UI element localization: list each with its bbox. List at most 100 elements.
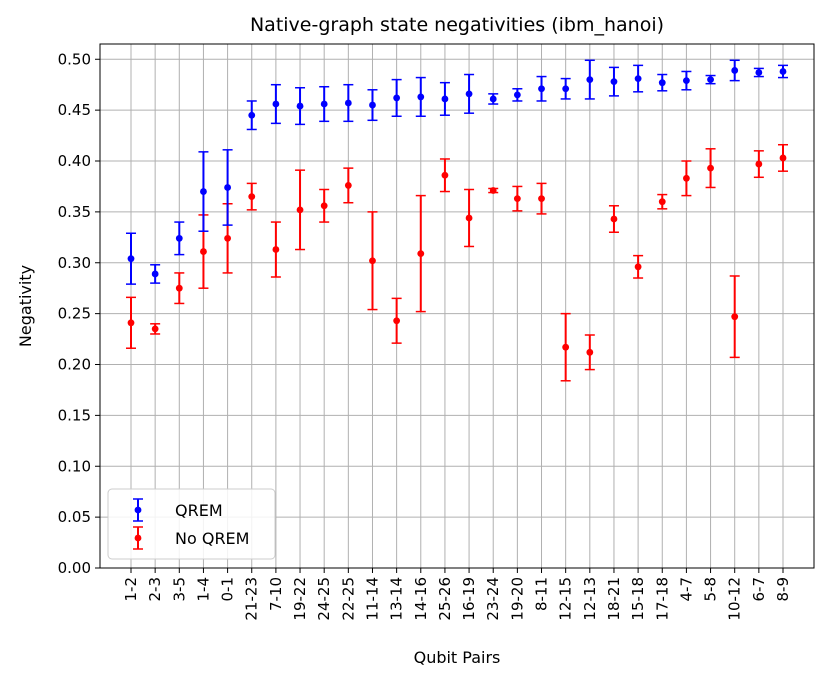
data-point — [224, 184, 231, 191]
data-point — [779, 154, 787, 162]
x-axis: 1-2 2-3 3-5 1-4 0-1 21-23 7-10 19-22 24-25 22-25 1… — [122, 568, 792, 621]
data-point — [175, 284, 183, 292]
y-tick-label: 0.25 — [58, 305, 91, 323]
x-tick-label: 15-18 — [629, 577, 647, 621]
data-point — [538, 195, 545, 203]
data-point — [224, 234, 231, 242]
x-tick-label: 21-23 — [243, 577, 261, 621]
x-tick-label: 0-1 — [219, 577, 237, 602]
data-point — [369, 101, 376, 109]
x-tick-label: 1-4 — [194, 577, 212, 602]
data-point — [441, 95, 449, 103]
x-tick-label: 17-18 — [653, 577, 671, 621]
plot-frame — [99, 43, 815, 569]
data-point — [489, 187, 497, 194]
data-point — [586, 76, 594, 84]
data-point — [369, 257, 376, 265]
legend-marker-dot — [134, 506, 142, 514]
data-point — [610, 215, 618, 223]
x-tick-label: 18-21 — [605, 577, 623, 621]
data-point — [296, 206, 304, 214]
y-tick-label: 0.30 — [58, 254, 91, 272]
x-tick-label: 19-22 — [291, 577, 309, 621]
data-point — [731, 313, 739, 321]
x-tick-label: 11-14 — [363, 577, 381, 621]
x-tick-label: 5-8 — [702, 577, 720, 602]
data-point — [344, 182, 352, 189]
data-point — [731, 67, 739, 74]
data-point — [707, 164, 714, 172]
x-tick-label: 13-14 — [388, 577, 406, 621]
y-axis-label: Negativity — [16, 265, 35, 347]
data-point — [272, 246, 280, 253]
y-tick-label: 0.00 — [58, 559, 91, 577]
y-tick-label: 0.50 — [58, 50, 91, 68]
data-point — [151, 270, 159, 278]
data-point — [248, 111, 256, 119]
y-tick-label: 0.45 — [58, 101, 91, 119]
data-point — [151, 325, 159, 333]
x-tick-label: 2-3 — [146, 577, 164, 602]
data-point — [248, 193, 256, 201]
data-point — [610, 78, 618, 86]
x-tick-label: 19-20 — [508, 577, 526, 621]
data-point — [658, 198, 666, 206]
data-point — [586, 348, 594, 356]
x-tick-label: 8-9 — [774, 577, 792, 602]
data-point — [200, 248, 207, 255]
y-tick-label: 0.35 — [58, 203, 91, 221]
x-tick-label: 10-12 — [726, 577, 744, 621]
legend-label: QREM — [175, 501, 223, 520]
data-point — [489, 95, 497, 103]
data-point — [417, 250, 425, 257]
data-point — [634, 263, 642, 271]
x-tick-label: 8-11 — [533, 577, 551, 611]
data-point — [683, 77, 690, 85]
series-no-qrem — [126, 143, 788, 382]
x-axis-label: Qubit Pairs — [414, 648, 501, 667]
series-layer — [126, 59, 788, 382]
data-point — [562, 85, 570, 93]
legend-item-qrem: QREM — [133, 498, 223, 522]
data-point — [272, 100, 280, 108]
x-tick-label: 25-26 — [436, 577, 454, 621]
data-point — [755, 69, 763, 76]
data-point — [127, 319, 135, 327]
data-point — [200, 188, 207, 195]
data-point — [683, 174, 690, 182]
data-point — [127, 255, 135, 263]
x-tick-label: 24-25 — [315, 577, 333, 621]
legend-box — [107, 488, 276, 560]
x-tick-label: 6-7 — [750, 577, 768, 602]
data-point — [296, 102, 304, 110]
data-point — [393, 317, 401, 325]
data-point — [393, 94, 401, 102]
legend-label: No QREM — [175, 529, 249, 548]
x-tick-label: 16-19 — [460, 577, 478, 621]
y-tick-label: 0.05 — [58, 508, 91, 526]
x-tick-label: 22-25 — [339, 577, 357, 621]
legend: QREM No QREM — [107, 488, 276, 560]
data-point — [441, 171, 449, 179]
x-tick-label: 12-15 — [557, 577, 575, 621]
data-point — [417, 93, 425, 101]
x-tick-label: 1-2 — [122, 577, 140, 602]
data-point — [562, 343, 570, 351]
chart-title: Native-graph state negativities (ibm_han… — [250, 14, 664, 36]
data-point — [658, 79, 666, 87]
data-point — [779, 68, 787, 75]
series-qrem — [126, 59, 788, 285]
data-point — [320, 202, 328, 210]
x-tick-label: 4-7 — [677, 577, 695, 602]
data-point — [513, 91, 521, 99]
y-axis: 0.00 0.05 0.10 0.15 0.20 0.25 0.30 0.35 0.40 0.45… — [58, 50, 100, 577]
legend-item-no-qrem: No QREM — [133, 526, 249, 550]
y-tick-label: 0.10 — [58, 457, 91, 475]
data-point — [344, 99, 352, 107]
x-tick-label: 7-10 — [267, 577, 285, 611]
data-point — [513, 195, 521, 203]
x-tick-label: 12-13 — [581, 577, 599, 621]
x-tick-label: 23-24 — [484, 577, 502, 621]
